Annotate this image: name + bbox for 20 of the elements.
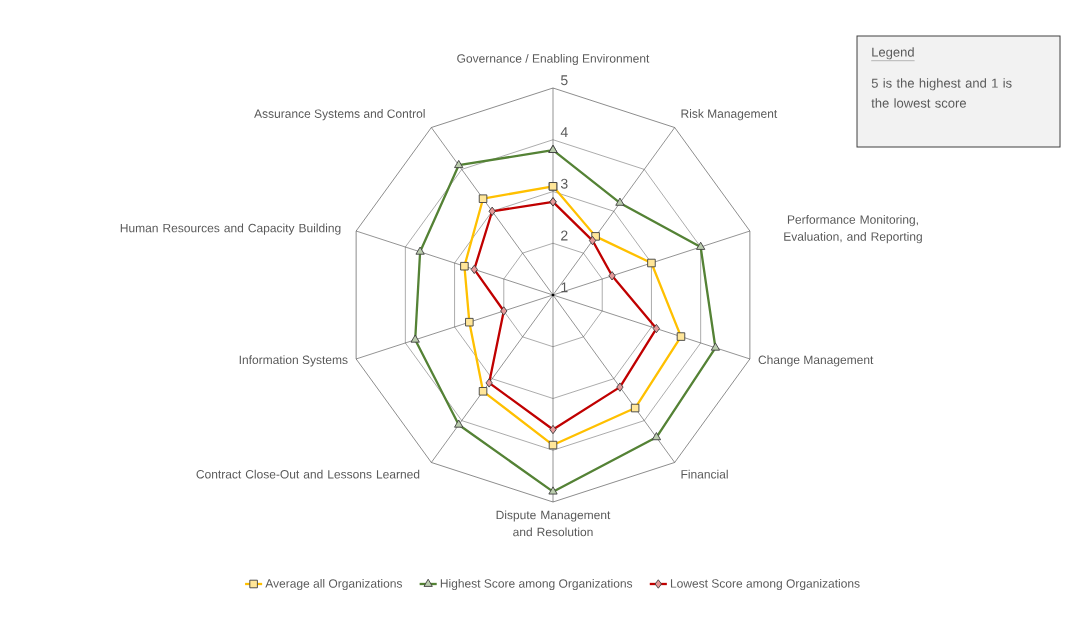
spoke-label: Contract Close-Out and Lessons Learned — [196, 469, 420, 479]
y-tick-label: 4 — [560, 127, 568, 137]
legend-label: Highest Score among Organizations — [440, 578, 633, 591]
spoke-label: Assurance Systems and Control — [254, 109, 425, 121]
spoke-label: Dispute Management and Resolution — [496, 510, 611, 537]
spoke-label: Change Management — [758, 355, 874, 367]
y-tick-label: 2 — [561, 230, 568, 241]
spoke-label: Financial — [681, 469, 728, 479]
y-tick-label: 1 — [561, 282, 568, 293]
spoke-label: Governance / Enabling Environment — [457, 53, 650, 66]
spoke-label: Performance Monitoring, Evaluation, and Reporting — [784, 215, 922, 244]
legend-label: Lowest Score among Organizations — [670, 578, 860, 591]
spoke-label: Risk Management — [681, 109, 778, 121]
legend-label: Average all Organizations — [265, 578, 403, 591]
spoke-label: Human Resources and Capacity Building — [120, 223, 341, 235]
text: Legend — [872, 47, 914, 60]
text: 5 is the highest and 1 is the lowest score — [871, 78, 1012, 108]
spoke-label: Information Systems — [239, 355, 348, 367]
y-tick-label: 3 — [560, 178, 568, 189]
y-tick-label: 5 — [560, 75, 568, 86]
